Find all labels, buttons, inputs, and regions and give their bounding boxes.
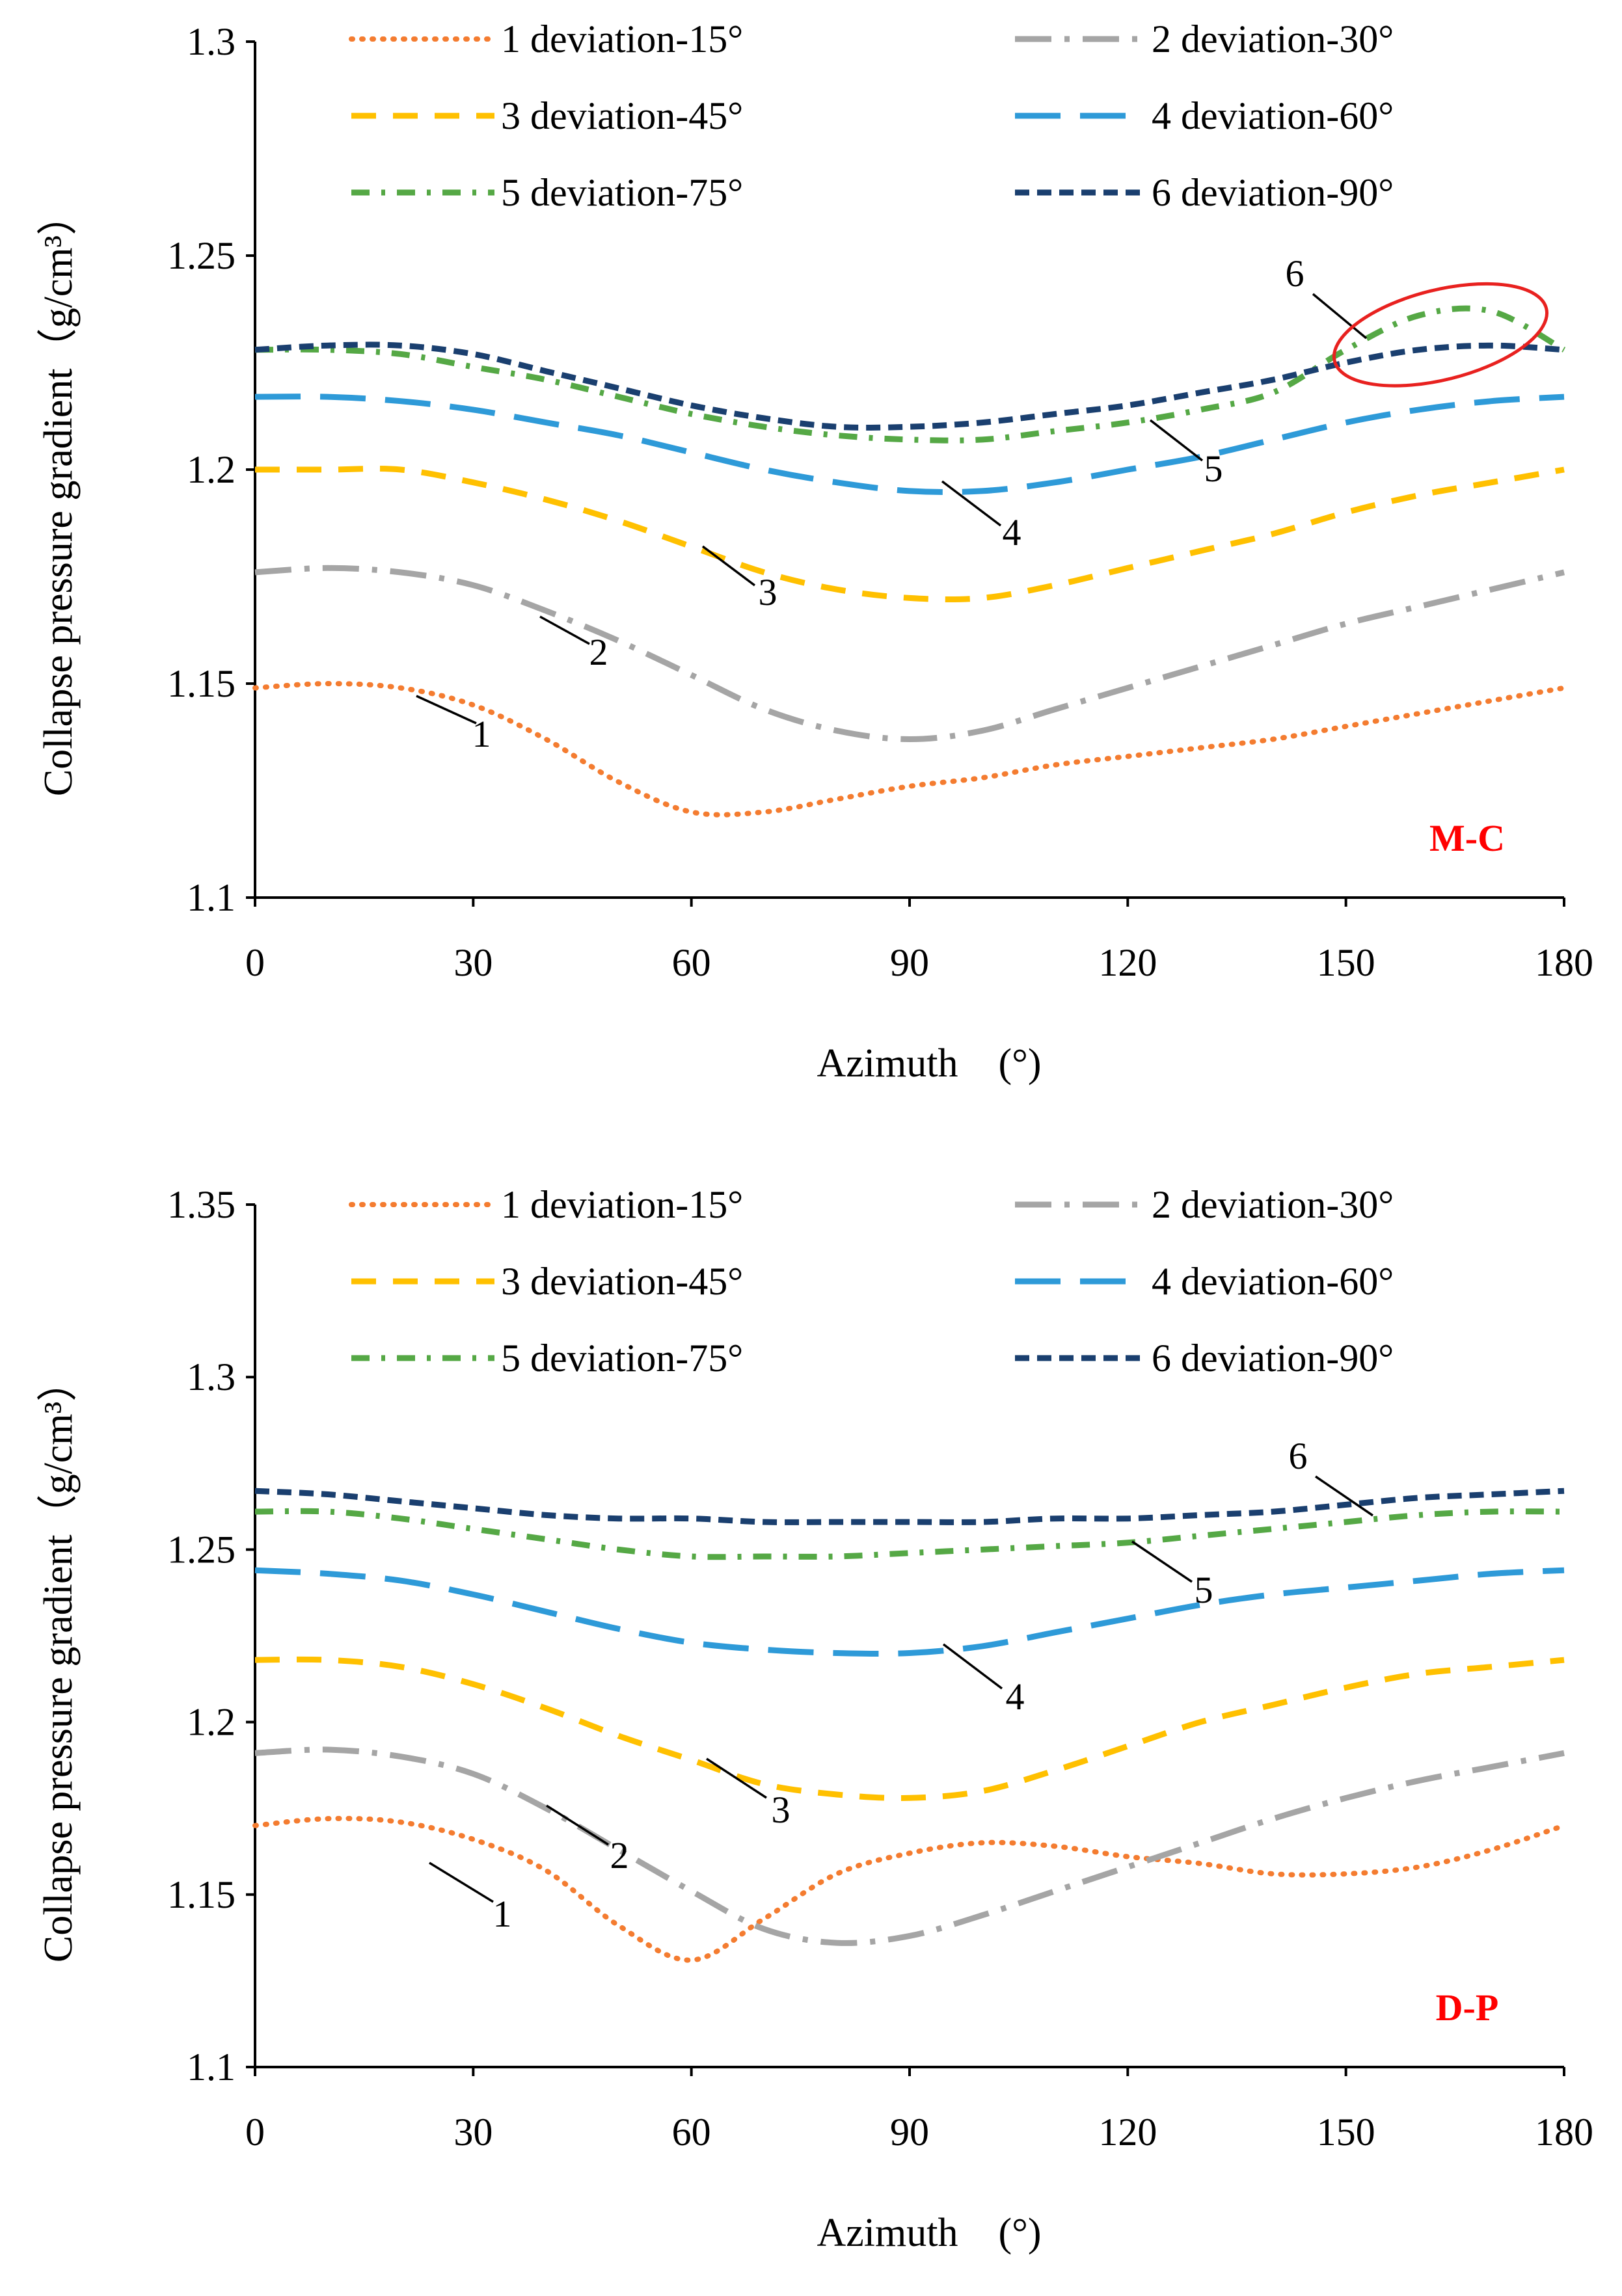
- legend-label-4: 4 deviation-60°: [1152, 94, 1394, 137]
- legend-label-6: 6 deviation-90°: [1152, 1337, 1394, 1380]
- series-line-2: [254, 1746, 1565, 1946]
- model-tag: M-C: [1429, 817, 1505, 859]
- y-tick-label: 1.25: [167, 234, 236, 277]
- legend-label-6: 6 deviation-90°: [1152, 171, 1394, 214]
- x-axis-title: Azimuth (°): [817, 2211, 1041, 2255]
- legend-label-2: 2 deviation-30°: [1152, 1183, 1394, 1226]
- legend-label-2: 2 deviation-30°: [1152, 18, 1394, 60]
- x-tick-label: 90: [890, 941, 929, 984]
- series-line-3: [255, 466, 1565, 602]
- series-line-6: [254, 1488, 1565, 1525]
- y-tick-label: 1.3: [187, 1355, 236, 1398]
- legend-label-1: 1 deviation-15°: [501, 1183, 743, 1226]
- curve-label-6: 6: [1286, 252, 1304, 295]
- curve-label-leader: [701, 545, 756, 587]
- curve-label-leader: [1131, 1540, 1193, 1583]
- y-tick-label: 1.3: [187, 20, 236, 63]
- x-axis-title: Azimuth (°): [817, 1041, 1041, 1086]
- curve-label-4: 4: [1006, 1675, 1025, 1718]
- y-tick-label: 1.1: [187, 876, 236, 919]
- curve-label-1: 1: [493, 1893, 512, 1935]
- legend-label-5: 5 deviation-75°: [501, 171, 743, 214]
- series-line-3: [254, 1656, 1565, 1801]
- x-tick-label: 0: [245, 2111, 265, 2154]
- curve-label-leader: [1149, 419, 1204, 462]
- curve-label-leader: [546, 1804, 609, 1846]
- curve-label-leader: [942, 1643, 1003, 1690]
- x-tick-label: 180: [1535, 2111, 1593, 2154]
- x-tick-label: 90: [890, 2111, 929, 2154]
- highlight-ellipse: [1332, 282, 1549, 388]
- curve-label-leader: [1312, 293, 1368, 340]
- series-line-6: [254, 341, 1565, 431]
- curve-label-leader: [539, 615, 590, 645]
- chart-dp: 1.1 1.15 1.2 1.25 1.3 1.35 0 30 60 90 120 150 180 Azi…: [36, 1183, 1593, 2255]
- curve-label-2: 2: [610, 1834, 629, 1876]
- curve-label-3: 3: [772, 1789, 791, 1831]
- curve-label-leader: [416, 695, 477, 725]
- y-axis-title: Collapse pressure gradient（g/cm³）: [36, 195, 81, 796]
- x-tick-label: 60: [672, 2111, 711, 2154]
- series-line-1: [252, 680, 1567, 818]
- x-tick-label: 120: [1098, 2111, 1157, 2154]
- curve-label-2: 2: [589, 631, 608, 673]
- curve-label-5: 5: [1204, 447, 1223, 490]
- y-tick-label: 1.15: [167, 662, 236, 705]
- x-tick-label: 120: [1098, 941, 1157, 984]
- curve-label-6: 6: [1289, 1435, 1308, 1477]
- y-tick-label: 1.35: [167, 1183, 236, 1226]
- curve-label-3: 3: [759, 571, 777, 613]
- y-tick-label: 1.25: [167, 1528, 236, 1571]
- legend-label-1: 1 deviation-15°: [501, 18, 743, 60]
- y-axis-title: Collapse pressure gradient（g/cm³）: [36, 1361, 81, 1962]
- x-tick-label: 30: [453, 941, 493, 984]
- curve-label-leader: [706, 1757, 767, 1799]
- x-tick-label: 60: [672, 941, 711, 984]
- y-tick-label: 1.2: [187, 448, 236, 491]
- y-tick-label: 1.1: [187, 2046, 236, 2089]
- x-tick-label: 30: [453, 2111, 493, 2154]
- legend-label-4: 4 deviation-60°: [1152, 1260, 1394, 1303]
- curve-label-leader: [941, 480, 1002, 527]
- legend-label-3: 3 deviation-45°: [501, 94, 743, 137]
- series-line-4: [254, 1567, 1565, 1657]
- curve-label-1: 1: [472, 713, 491, 755]
- series-line-1: [252, 1815, 1567, 1963]
- curve-label-4: 4: [1003, 511, 1021, 554]
- legend-label-5: 5 deviation-75°: [501, 1337, 743, 1380]
- curve-label-leader: [1315, 1475, 1373, 1517]
- y-tick-label: 1.2: [187, 1701, 236, 1744]
- curve-label-5: 5: [1195, 1569, 1213, 1611]
- legend-label-3: 3 deviation-45°: [501, 1260, 743, 1303]
- x-tick-label: 150: [1317, 2111, 1375, 2154]
- model-tag: D-P: [1436, 1986, 1499, 2029]
- curve-label-leader: [429, 1862, 494, 1903]
- y-tick-label: 1.15: [167, 1873, 236, 1916]
- x-tick-label: 150: [1317, 941, 1375, 984]
- chart-mc: 1.1 1.15 1.2 1.25 1.3 0 30 60 90 120 150 180 Azimuth…: [36, 18, 1593, 1086]
- series-line-4: [254, 394, 1565, 496]
- x-tick-label: 180: [1535, 941, 1593, 984]
- series-line-2: [254, 565, 1565, 743]
- x-tick-label: 0: [245, 941, 265, 984]
- series-line-5: [254, 1508, 1565, 1560]
